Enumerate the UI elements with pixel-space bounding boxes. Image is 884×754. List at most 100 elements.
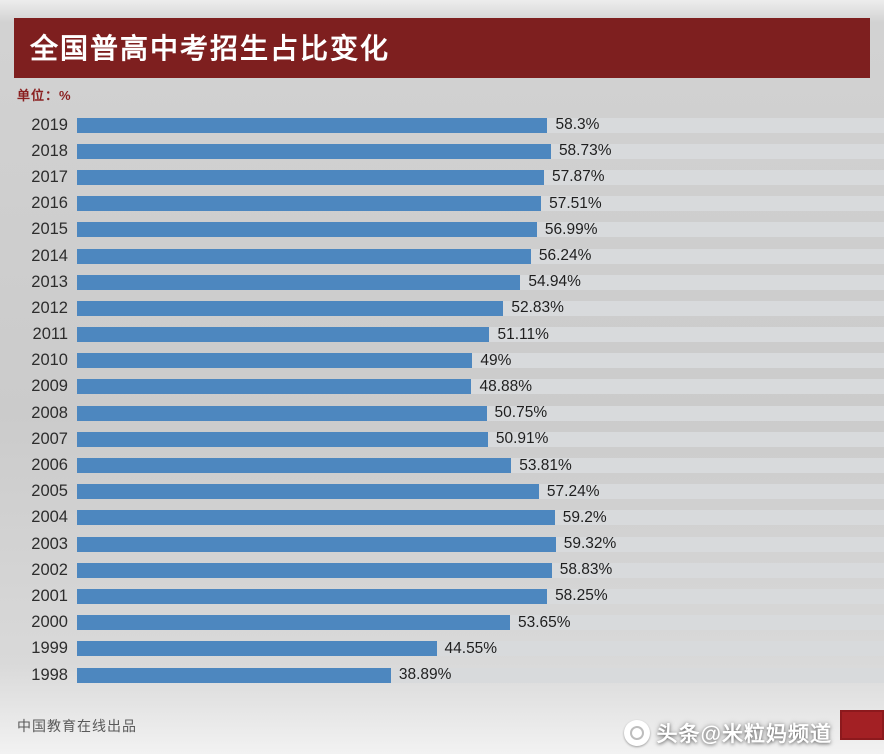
year-label: 1998 <box>31 665 68 684</box>
bar-row: 2015 56.99% <box>10 217 884 243</box>
watermark-text: 头条@米粒妈频道 <box>656 723 832 746</box>
bar-track: 48.88% <box>77 377 884 395</box>
bar-row: 1999 44.55% <box>10 636 884 662</box>
year-label: 2009 <box>31 377 68 396</box>
bar-row: 2016 57.51% <box>10 191 884 217</box>
bar-track: 50.75% <box>77 404 884 422</box>
value-label: 50.91% <box>495 430 549 448</box>
bar-track: 44.55% <box>77 639 884 657</box>
year-label: 2001 <box>31 586 68 605</box>
value-label: 44.55% <box>444 639 498 657</box>
year-label: 2006 <box>31 456 68 475</box>
bar <box>77 562 552 578</box>
bar-track: 57.24% <box>77 482 884 500</box>
year-label: 2013 <box>31 272 68 291</box>
value-label: 58.3% <box>555 116 600 134</box>
bar <box>77 667 391 683</box>
bar-track: 49% <box>77 351 884 369</box>
year-label: 2008 <box>31 403 68 422</box>
value-label: 57.51% <box>549 194 602 212</box>
bar-track: 59.2% <box>77 508 884 526</box>
bar-row: 2011 51.11% <box>10 322 884 348</box>
bar <box>77 536 556 552</box>
year-label: 2019 <box>31 115 68 134</box>
bar <box>77 431 488 447</box>
bar <box>77 327 490 343</box>
bar <box>77 615 510 631</box>
bar-row: 2010 49% <box>10 348 884 374</box>
red-stamp-logo <box>840 710 884 740</box>
value-label: 59.32% <box>563 535 617 553</box>
bar-track: 58.83% <box>77 561 884 578</box>
year-label: 2003 <box>31 534 68 553</box>
year-label: 2015 <box>31 220 68 239</box>
value-label: 50.75% <box>494 404 548 422</box>
year-label: 2004 <box>31 508 68 527</box>
bar <box>77 484 539 500</box>
bar-track: 57.87% <box>77 168 884 186</box>
bar-row: 2005 57.24% <box>10 479 884 505</box>
value-label: 54.94% <box>528 273 581 291</box>
bar <box>77 379 472 395</box>
value-label: 49% <box>480 351 512 369</box>
bar-track: 56.99% <box>77 220 884 238</box>
bar-track: 52.83% <box>77 299 884 317</box>
bar-row: 2002 58.83% <box>10 557 884 583</box>
bar <box>77 222 537 238</box>
bar-track: 38.89% <box>77 666 884 683</box>
bar-row: 2013 54.94% <box>10 269 884 295</box>
year-label: 2017 <box>31 167 68 186</box>
bar-row: 2004 59.2% <box>10 505 884 531</box>
bar-row: 2007 50.91% <box>10 426 884 452</box>
bar-track: 53.81% <box>77 456 884 474</box>
bar-row: 1998 38.89% <box>10 662 884 688</box>
bar <box>77 143 551 159</box>
bar-row: 2001 58.25% <box>10 583 884 609</box>
bar-row: 2017 57.87% <box>10 164 884 190</box>
bar-track: 58.25% <box>77 587 884 604</box>
bar-row: 2008 50.75% <box>10 400 884 426</box>
value-label: 59.2% <box>562 508 607 526</box>
year-label: 1999 <box>31 639 68 658</box>
value-label: 51.11% <box>497 325 549 343</box>
chart-title: 全国普高中考招生占比变化 <box>14 18 870 78</box>
value-label: 57.24% <box>546 482 600 500</box>
bar <box>77 274 521 290</box>
value-label: 53.81% <box>519 456 572 474</box>
value-label: 57.87% <box>552 168 605 186</box>
bar-track: 56.24% <box>77 247 884 265</box>
bar-row: 2012 52.83% <box>10 295 884 321</box>
year-label: 2012 <box>31 298 68 317</box>
value-label: 56.24% <box>538 247 592 265</box>
unit-label: 单位：% <box>17 88 72 103</box>
toutiao-logo-icon <box>623 720 650 746</box>
year-label: 2005 <box>31 482 68 501</box>
watermark: 头条@米粒妈频道 <box>623 718 832 748</box>
bar-track: 58.3% <box>77 116 884 134</box>
year-label: 2007 <box>31 429 68 448</box>
bar <box>77 248 531 264</box>
bar <box>77 588 548 604</box>
bar <box>77 353 473 369</box>
year-label: 2002 <box>31 560 68 579</box>
year-label: 2014 <box>31 246 68 265</box>
year-label: 2011 <box>32 325 68 344</box>
value-label: 53.65% <box>517 613 571 631</box>
bar <box>77 405 487 421</box>
bar-row: 2006 53.81% <box>10 452 884 478</box>
year-label: 2016 <box>31 194 68 213</box>
bar-track: 54.94% <box>77 273 884 291</box>
bar-track: 59.32% <box>77 535 884 553</box>
year-label: 2018 <box>31 141 68 160</box>
bar <box>77 641 437 657</box>
bar-row: 2003 59.32% <box>10 531 884 557</box>
bar <box>77 169 544 185</box>
year-label: 2000 <box>31 613 68 632</box>
value-label: 48.88% <box>479 377 533 395</box>
value-label: 52.83% <box>511 299 564 317</box>
bar-row: 2018 58.73% <box>10 138 884 164</box>
source-credit: 中国教育在线出品 <box>17 718 137 734</box>
bar-track: 53.65% <box>77 613 884 631</box>
value-label: 56.99% <box>544 220 598 238</box>
